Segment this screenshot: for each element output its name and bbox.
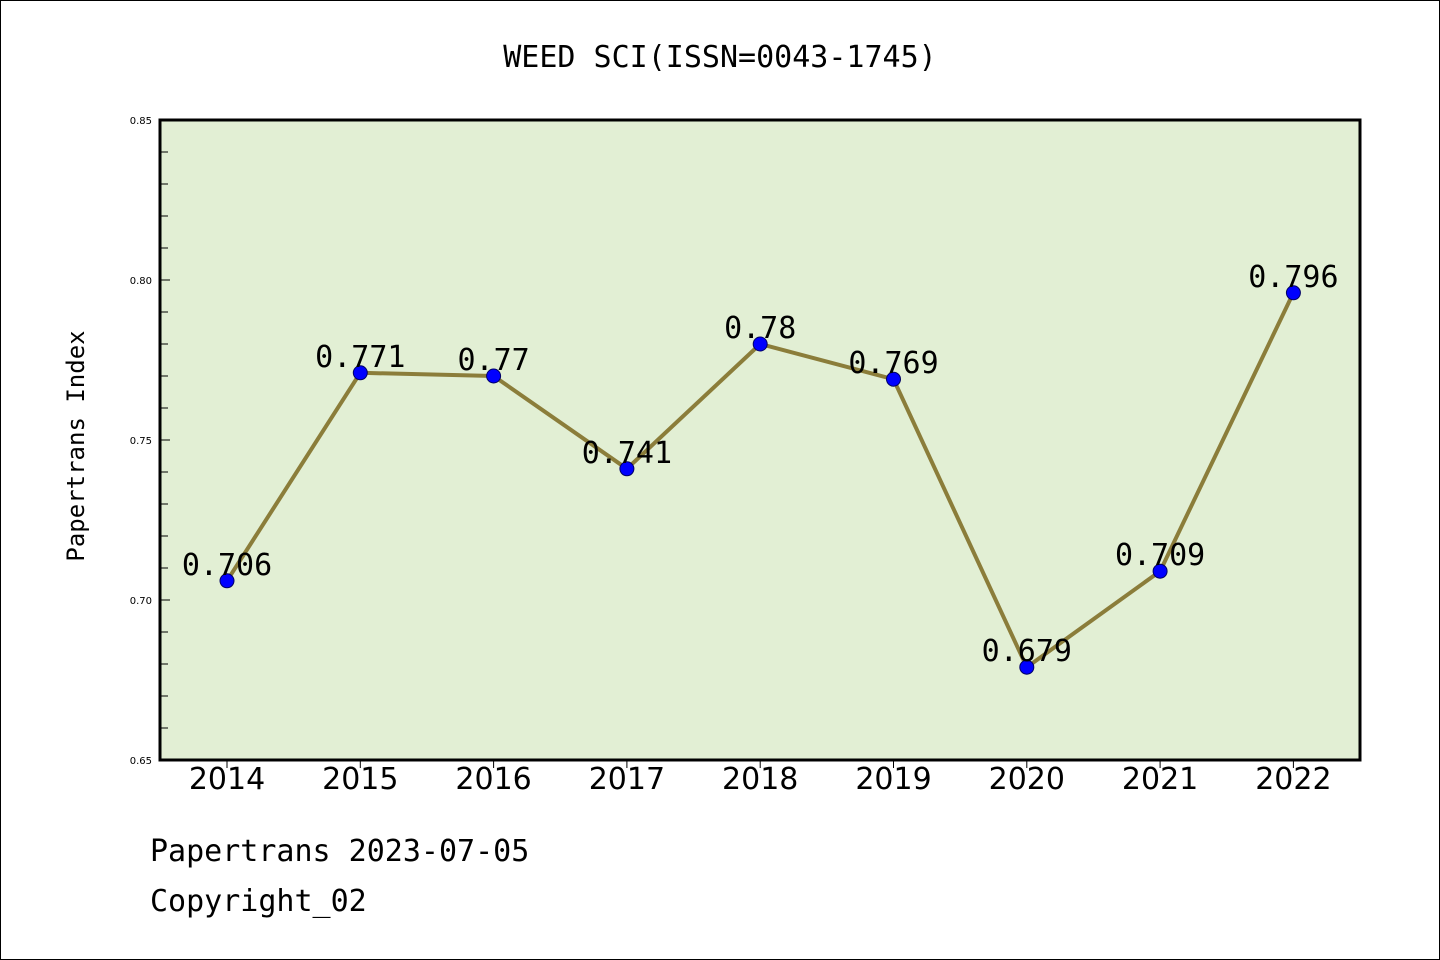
y-tick-label: 0.65: [130, 756, 152, 767]
data-label: 0.706: [182, 548, 272, 583]
footer-date-text: Papertrans 2023-07-05: [150, 834, 530, 869]
data-label-layer: 0.706 0.771 0.77 0.741 0.78 0.769 0.679 0.709 0.…: [182, 260, 1339, 669]
y-tick-label: 0.75: [130, 436, 152, 447]
data-point: [219, 573, 235, 589]
x-tick-label: 2017: [589, 762, 665, 797]
data-label: 0.679: [982, 634, 1072, 669]
footer-copyright-text: Copyright_02: [150, 884, 367, 919]
y-tick-label: 0.80: [130, 276, 152, 287]
data-point: [352, 365, 368, 381]
x-tick-label: 2022: [1255, 762, 1331, 797]
x-tick-label: 2019: [855, 762, 931, 797]
data-point: [1019, 659, 1035, 675]
data-point: [886, 371, 901, 387]
data-label: 0.771: [315, 340, 405, 375]
y-tick-label: 0.85: [130, 116, 152, 127]
x-tick-label: 2018: [722, 762, 798, 797]
y-axis-ticks: 0.65 0.70 0.75 0.80 0.85: [130, 116, 170, 767]
y-tick-label: 0.70: [130, 596, 152, 607]
y-axis-label: Papertrans Index: [62, 330, 90, 561]
x-tick-label: 2016: [455, 762, 531, 797]
x-axis-ticks: 2014 2015 2016 2017 2018 2019 2020 2021 2022: [189, 760, 1332, 797]
series-layer: [219, 285, 1301, 675]
data-point: [486, 368, 502, 384]
x-tick-label: 2015: [322, 762, 398, 797]
data-label: 0.741: [582, 436, 672, 471]
data-point: [752, 336, 768, 352]
data-label: 0.796: [1248, 260, 1338, 295]
plot-area: [158, 118, 1362, 762]
data-label: 0.78: [724, 311, 796, 346]
x-tick-label: 2014: [189, 762, 265, 797]
data-label: 0.709: [1115, 538, 1205, 573]
data-point: [1285, 285, 1301, 301]
data-point: [1152, 563, 1168, 579]
x-tick-label: 2021: [1122, 762, 1198, 797]
data-label: 0.77: [457, 343, 529, 378]
x-tick-label: 2020: [989, 762, 1065, 797]
data-point: [619, 461, 635, 477]
chart-title: WEED SCI(ISSN=0043-1745): [503, 40, 936, 75]
data-label: 0.769: [848, 346, 938, 381]
